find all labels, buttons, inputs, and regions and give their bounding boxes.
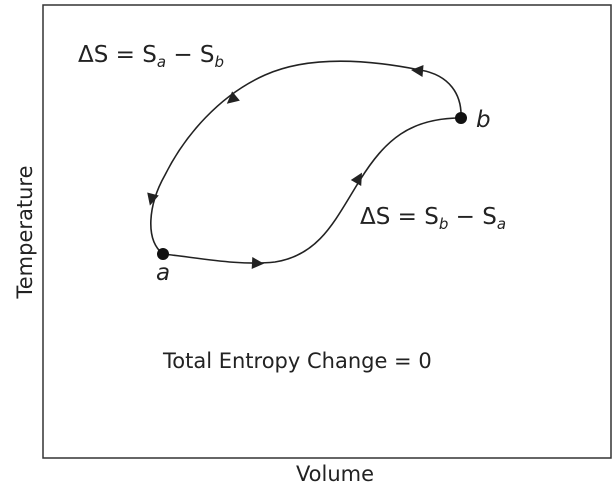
point-a <box>157 248 169 260</box>
eq-sub: b <box>215 53 225 71</box>
eq-part: ΔS = S <box>360 204 439 230</box>
upper-equation: ΔS = Sa − Sb <box>78 42 224 71</box>
arrow <box>147 192 159 206</box>
eq-sub: b <box>439 215 449 233</box>
lower-equation: ΔS = Sb − Sa <box>360 204 506 233</box>
point-label: b <box>476 107 491 133</box>
arrow <box>350 172 362 186</box>
lower-curve <box>162 117 462 264</box>
eq-sub: a <box>497 215 506 233</box>
arrow <box>251 257 264 269</box>
point-b <box>455 112 467 124</box>
frame <box>42 4 612 459</box>
eq-sub: a <box>157 53 166 71</box>
eq-part: − S <box>448 204 497 230</box>
eq-part: ΔS = S <box>78 42 157 68</box>
arrow <box>226 91 240 104</box>
point-label: a <box>156 260 170 286</box>
x-axis-label: Volume <box>296 462 374 486</box>
arrow <box>411 65 424 77</box>
total-label: Total Entropy Change = 0 <box>162 349 432 373</box>
y-axis-label: Temperature <box>13 165 37 299</box>
eq-part: − S <box>166 42 215 68</box>
